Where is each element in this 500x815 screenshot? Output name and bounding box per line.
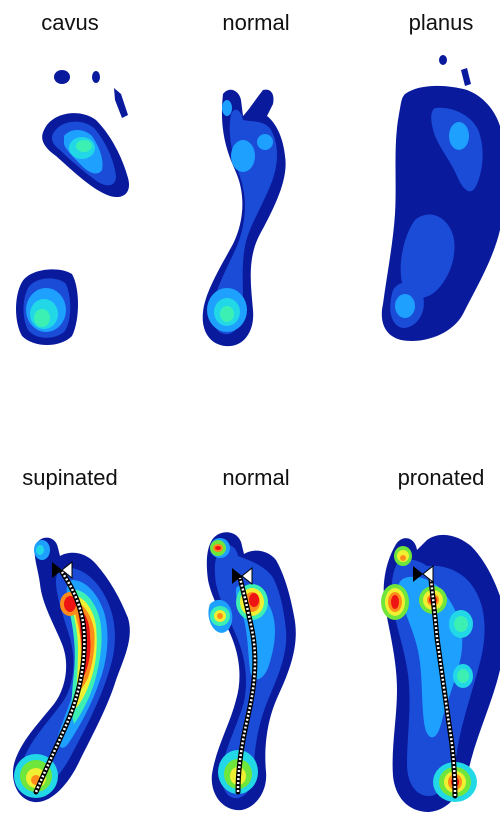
label-pronated: pronated: [397, 465, 485, 490]
cavus-toe-blob-1: [54, 70, 70, 84]
normal-arch-footprint: [202, 89, 286, 347]
cavus-toe-blob-2: [92, 71, 100, 83]
cavus-heel: [16, 269, 78, 345]
cavus-footprint: [16, 70, 130, 345]
planus-toe-blobs: [439, 55, 471, 86]
pronated-cop-marker-icon: [413, 564, 434, 584]
label-planus: planus: [408, 10, 474, 35]
label-cavus: cavus: [41, 10, 99, 35]
normal-gait-toe-hotspot: [210, 540, 226, 556]
planus-footprint: [381, 55, 500, 341]
supinated-cop-marker-icon: [52, 560, 73, 580]
cavus-forefoot: [42, 113, 130, 198]
supinated-cop-path: [33, 569, 87, 795]
normal-arch-heel: [207, 288, 247, 332]
normal-arch-fill-blue: [212, 100, 277, 335]
label-normal-arch: normal: [222, 10, 290, 35]
planus-fill-blue: [390, 107, 483, 328]
pronated-footprint: [381, 534, 500, 812]
label-supinated: supinated: [22, 465, 118, 490]
normal-gait-footprint: [206, 532, 296, 811]
label-normal-gait: normal: [222, 465, 290, 490]
cavus-toe-blob-3: [114, 88, 128, 118]
pronated-toe-hotspot: [394, 546, 412, 566]
normal-gait-cop-path: [235, 575, 258, 795]
normal-gait-cop-marker-icon: [232, 566, 253, 586]
supinated-footprint: [12, 537, 130, 803]
pronated-cop-path: [428, 577, 458, 799]
